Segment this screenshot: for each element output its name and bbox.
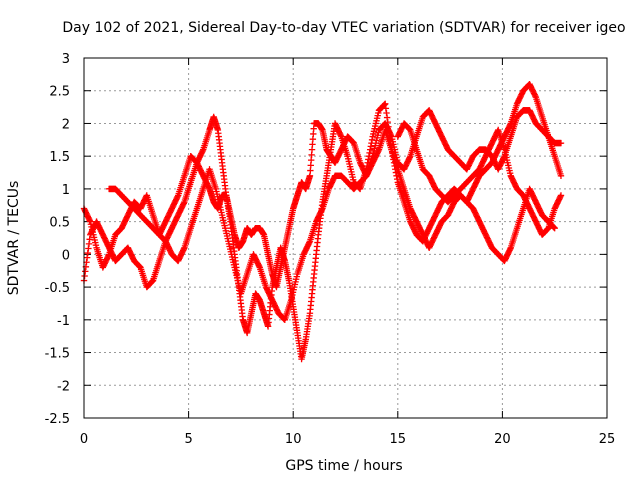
data-point xyxy=(557,192,565,199)
y-tick-label: 0 xyxy=(62,248,70,263)
y-tick-label: -1.5 xyxy=(45,347,70,362)
x-tick-label: 20 xyxy=(494,432,511,447)
y-tick-label: 1.5 xyxy=(49,150,70,165)
y-tick-label: -0.5 xyxy=(45,281,70,296)
x-tick-label: 15 xyxy=(390,432,407,447)
y-tick-label: -2 xyxy=(57,379,70,394)
x-tick-label: 0 xyxy=(80,432,88,447)
x-tick-label: 5 xyxy=(184,432,192,447)
y-tick-label: 0.5 xyxy=(49,216,70,231)
y-tick-label: 1 xyxy=(62,183,70,198)
y-tick-labels: -2.5 -2 -1.5 -1 -0.5 0 0.5 1 1.5 2 2.5 3 xyxy=(45,52,70,427)
data-point xyxy=(551,224,558,232)
x-tick-label: 10 xyxy=(285,432,302,447)
data-point xyxy=(557,139,565,147)
chart-title: Day 102 of 2021, Sidereal Day-to-day VTE… xyxy=(62,20,625,36)
x-tick-label: 25 xyxy=(599,432,616,447)
data-point xyxy=(557,172,565,180)
data-points xyxy=(80,80,565,363)
x-tick-labels: 0 5 10 15 20 25 xyxy=(80,432,615,447)
y-axis-label: SDTVAR / TECUs xyxy=(6,181,22,296)
y-tick-label: -1 xyxy=(57,314,70,329)
plot-frame xyxy=(83,57,608,419)
x-axis-label: GPS time / hours xyxy=(285,458,402,474)
y-tick-label: 3 xyxy=(62,52,70,67)
y-tick-label: -2.5 xyxy=(45,412,70,427)
y-tick-label: 2.5 xyxy=(49,85,70,100)
y-tick-label: 2 xyxy=(62,117,70,132)
